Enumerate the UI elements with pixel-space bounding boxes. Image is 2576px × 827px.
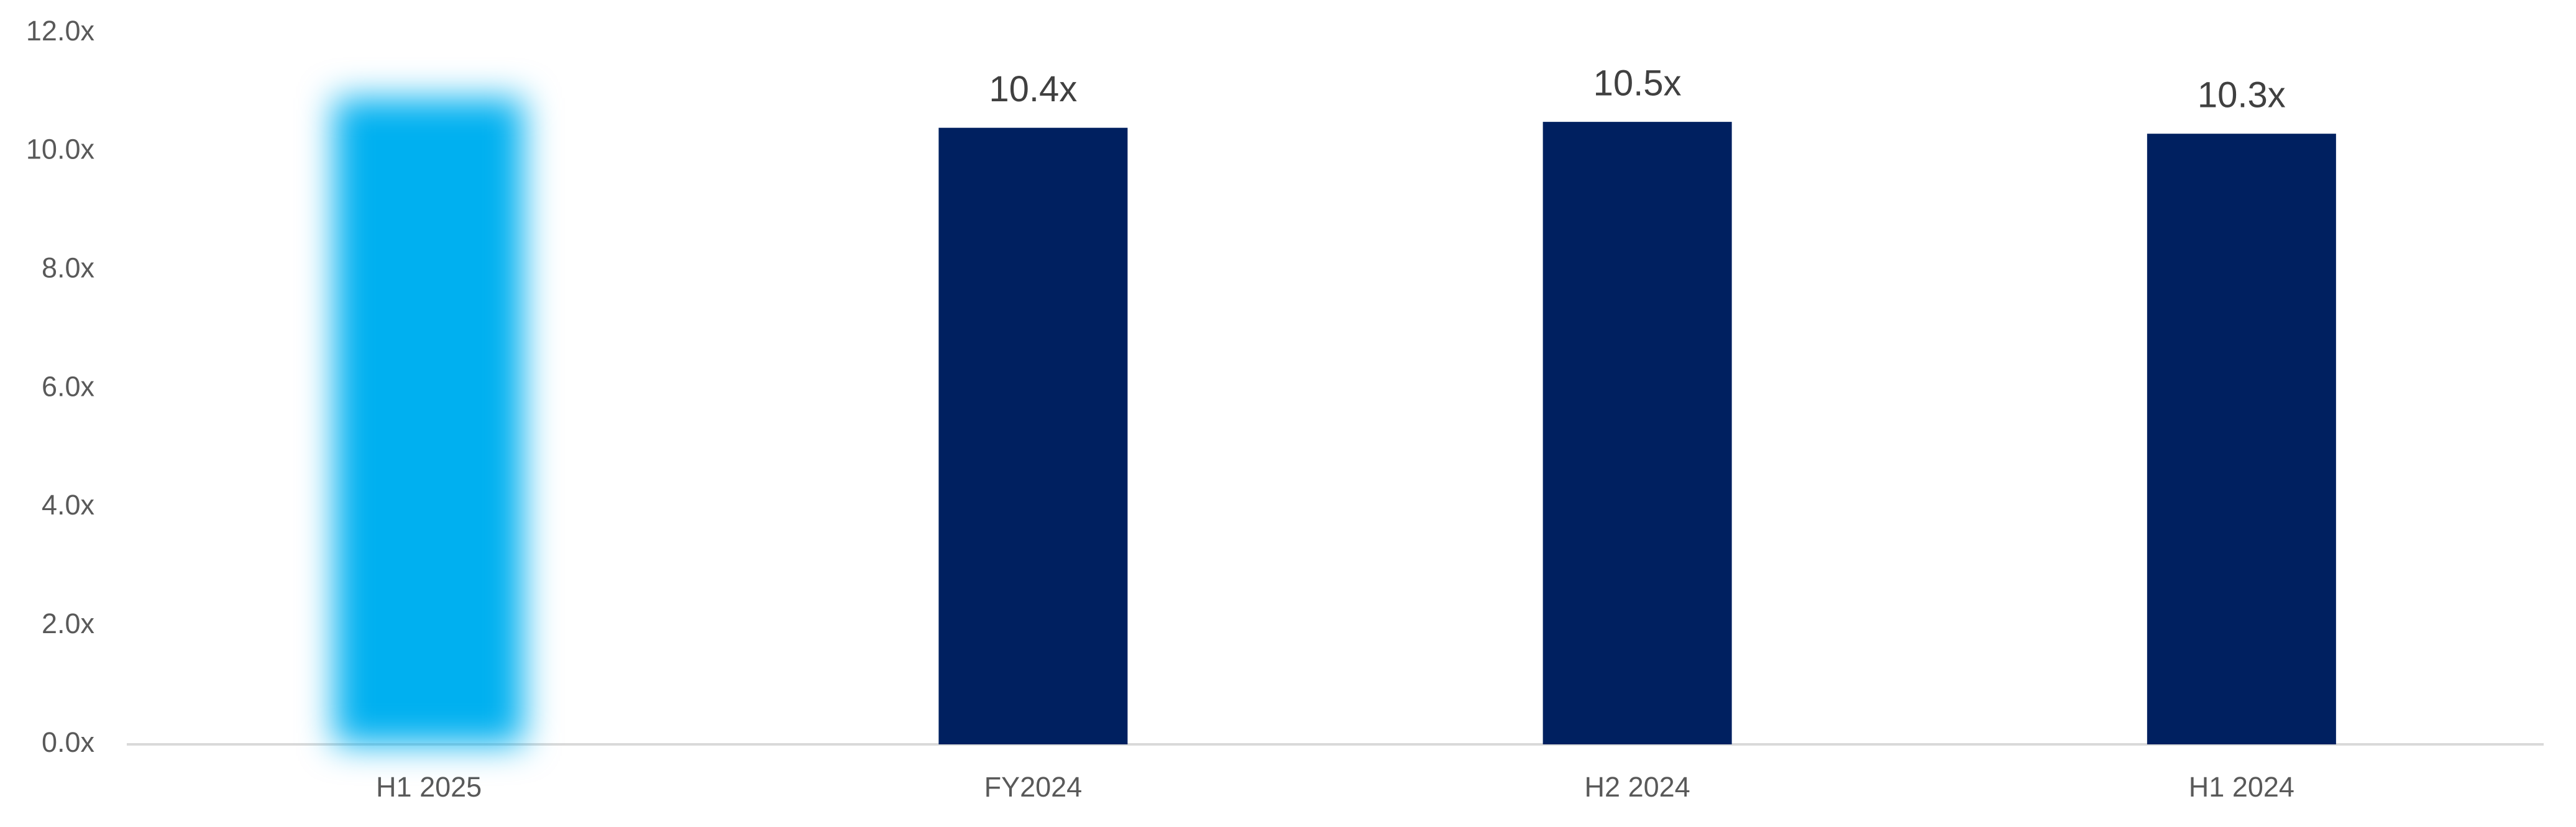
x-tick-label: H1 2025 [376,771,482,803]
x-tick-label: H2 2024 [1585,771,1690,803]
y-tick-label: 6.0x [42,370,95,402]
bar [938,127,1128,744]
y-tick-label: 8.0x [42,252,95,284]
y-tick-label: 12.0x [26,15,95,47]
x-tick-label: FY2024 [984,771,1083,803]
y-tick-label: 10.0x [26,134,95,165]
value-label: 10.5x [1593,63,1682,103]
bar [1542,122,1732,744]
y-tick-label: 0.0x [42,726,95,758]
bar [334,98,524,744]
x-tick-label: H1 2024 [2189,771,2294,803]
bar [2147,134,2336,745]
y-tick-label: 2.0x [42,608,95,639]
y-tick-label: 4.0x [42,489,95,521]
value-label: 10.4x [989,69,1077,109]
value-label: 10.3x [2198,75,2286,116]
